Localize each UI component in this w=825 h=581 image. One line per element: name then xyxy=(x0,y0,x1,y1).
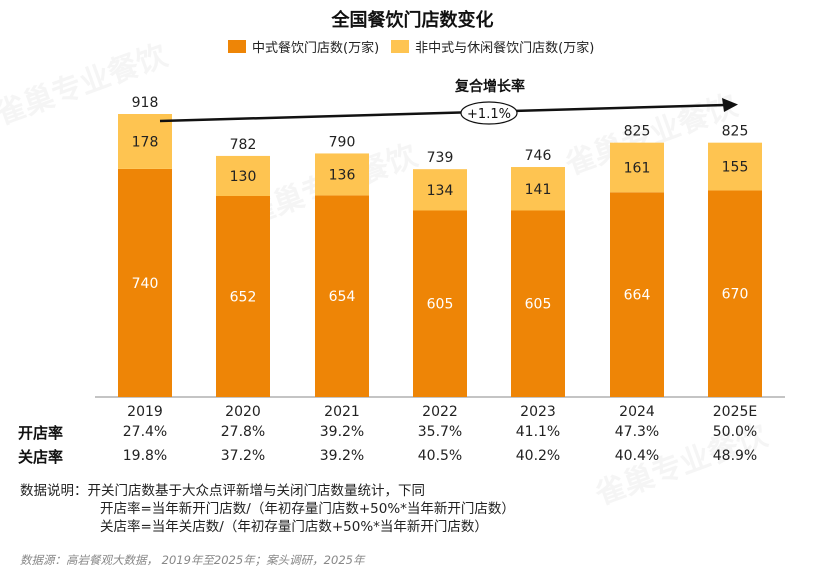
data-label-chinese-2021: 654 xyxy=(329,289,356,305)
x-tick-2021: 2021 xyxy=(324,404,360,420)
total-label-2021: 790 xyxy=(329,134,356,150)
chart-title: 全国餐饮门店数变化 xyxy=(331,10,494,31)
data-label-chinese-2019: 740 xyxy=(132,276,159,292)
x-tick-2024: 2024 xyxy=(619,404,655,420)
cagr-arrow-line xyxy=(159,103,726,123)
close-rate-cell: 37.2% xyxy=(220,448,266,464)
x-tick-2025E: 2025E xyxy=(713,404,757,420)
bar-chart: 740 178 918 2019 652 130 782 2020 654 136 790 2021 6… xyxy=(95,95,785,420)
close-rate-cell: 48.9% xyxy=(712,448,758,464)
note-line-3: 关店率=当年关店数/（年初存量门店数+50%*当年新开门店数） xyxy=(100,519,488,535)
bar-other-2020 xyxy=(216,155,270,197)
bar-other-2022 xyxy=(413,169,467,211)
cagr-arrow-head xyxy=(722,98,738,112)
bar-chinese-2021 xyxy=(315,195,369,397)
legend-swatch-chinese xyxy=(228,40,246,53)
data-label-chinese-2023: 605 xyxy=(525,297,552,313)
legend-label-chinese: 中式餐饮门店数(万家) xyxy=(252,41,380,56)
data-label-other-2024: 161 xyxy=(624,160,651,176)
close-rate-cell: 40.4% xyxy=(614,448,660,464)
data-label-other-2023: 141 xyxy=(525,182,552,198)
bar-chinese-2022 xyxy=(413,210,467,397)
open-rate-label: 开店率 xyxy=(18,424,64,442)
bar-other-2021 xyxy=(315,153,369,196)
data-label-chinese-2024: 664 xyxy=(624,288,651,304)
open-rate-cell: 50.0% xyxy=(712,424,758,440)
bar-other-2023 xyxy=(511,167,565,211)
total-label-2025E: 825 xyxy=(722,124,749,140)
close-rate-cell: 19.8% xyxy=(122,448,168,464)
open-rate-cell: 27.8% xyxy=(220,424,266,440)
cagr-badge xyxy=(460,101,518,125)
note-line-2: 开店率=当年新开门店数/（年初存量门店数+50%*当年新开门店数） xyxy=(100,501,515,517)
open-rate-cell: 47.3% xyxy=(614,424,660,440)
total-label-2020: 782 xyxy=(230,137,257,153)
bar-other-2019 xyxy=(118,114,172,169)
cagr-value: +1.1% xyxy=(467,107,511,122)
bar-chinese-2020 xyxy=(216,196,270,397)
close-rate-cell: 40.5% xyxy=(417,448,463,464)
data-label-chinese-2025E: 670 xyxy=(722,287,749,303)
x-tick-2020: 2020 xyxy=(225,404,261,420)
total-label-2023: 746 xyxy=(525,148,552,164)
x-tick-2022: 2022 xyxy=(422,404,458,420)
total-label-2019: 918 xyxy=(132,95,159,111)
open-rate-cell: 39.2% xyxy=(319,424,365,440)
legend: 中式餐饮门店数(万家) 非中式与休闲餐饮门店数(万家) xyxy=(228,37,594,56)
bar-chinese-2025E xyxy=(708,190,762,397)
data-label-other-2021: 136 xyxy=(329,167,356,183)
bar-other-2024 xyxy=(610,142,664,193)
data-label-other-2022: 134 xyxy=(427,183,454,199)
bar-chinese-2024 xyxy=(610,192,664,397)
legend-swatch-other xyxy=(391,40,410,53)
legend-label-other: 非中式与休闲餐饮门店数(万家) xyxy=(415,41,595,56)
bar-chinese-2023 xyxy=(511,210,565,397)
notes: 数据说明：开关门店数基于大众点评新增与关闭门店数量统计，下同 开店率=当年新开门… xyxy=(20,482,515,536)
open-rate-cell: 35.7% xyxy=(417,424,463,440)
open-rate-cell: 27.4% xyxy=(122,424,168,440)
note-line-1: 数据说明：开关门店数基于大众点评新增与关闭门店数量统计，下同 xyxy=(20,483,425,499)
bar-other-2025E xyxy=(708,142,762,191)
close-rate-cell: 40.2% xyxy=(515,448,561,464)
data-label-other-2025E: 155 xyxy=(722,160,749,176)
cagr-title: 复合增长率 xyxy=(455,79,525,95)
bar-chinese-2019 xyxy=(118,168,172,397)
close-rate-cell: 39.2% xyxy=(319,448,365,464)
open-rate-cell: 41.1% xyxy=(515,424,561,440)
x-tick-2023: 2023 xyxy=(520,404,556,420)
source-note: 数据源：高岩餐观大数据， 2019年至2025年；案头调研，2025年 xyxy=(20,553,365,567)
total-label-2022: 739 xyxy=(427,150,454,166)
legend-item-other: 非中式与休闲餐饮门店数(万家) xyxy=(391,37,594,56)
close-rate-label: 关店率 xyxy=(18,448,64,466)
data-label-chinese-2020: 652 xyxy=(230,290,257,306)
data-label-chinese-2022: 605 xyxy=(427,297,454,313)
x-tick-2019: 2019 xyxy=(127,404,163,420)
legend-item-chinese: 中式餐饮门店数(万家) xyxy=(228,37,379,56)
data-label-other-2020: 130 xyxy=(230,169,257,185)
data-label-other-2019: 178 xyxy=(132,134,159,150)
total-label-2024: 825 xyxy=(624,124,651,140)
